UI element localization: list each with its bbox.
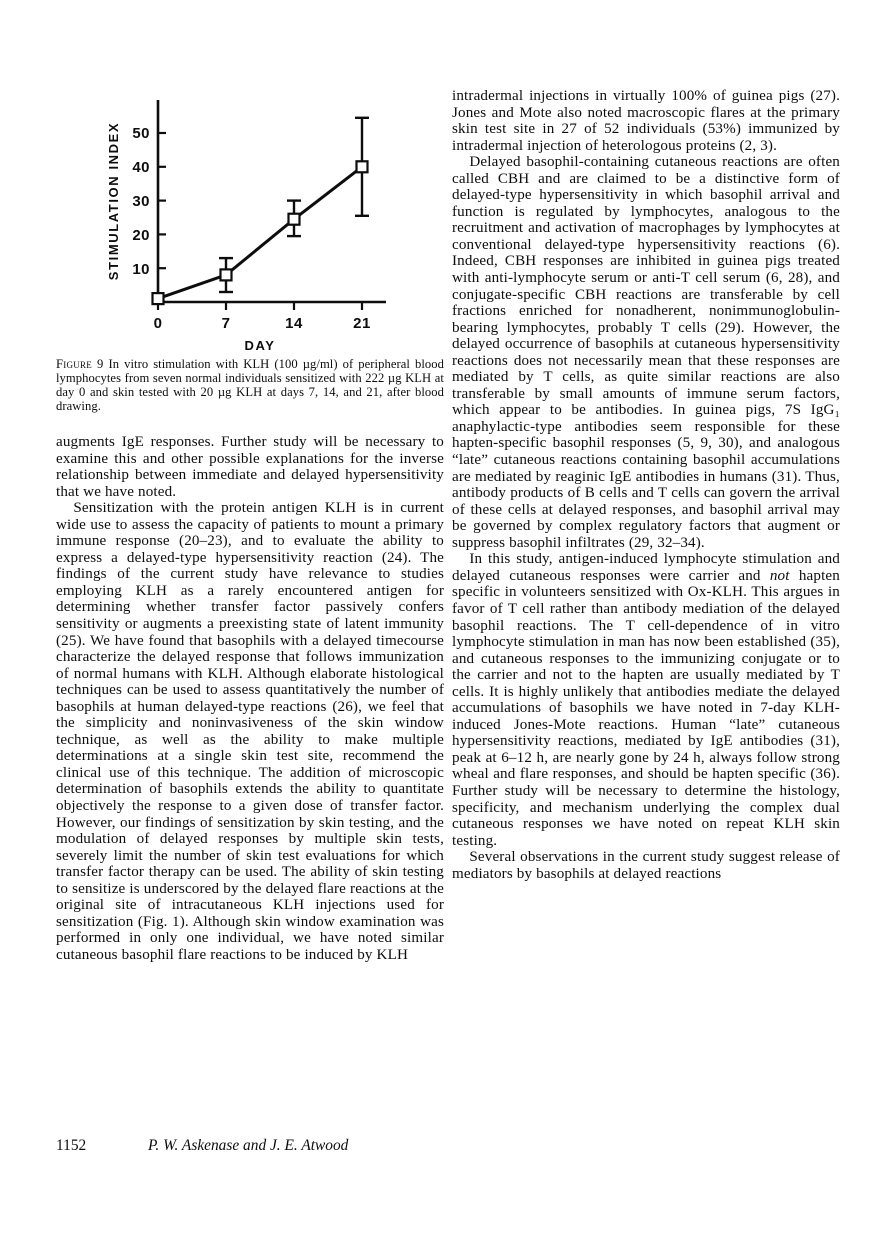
right-paragraph-2: Delayed basophil-containing cutaneous re… xyxy=(452,154,840,551)
figure-9-block: 10 20 30 40 50 0 7 14 21 DAY STIMULATION… xyxy=(56,88,444,413)
x-axis-title: DAY xyxy=(244,338,275,353)
page-number: 1152 xyxy=(56,1137,87,1154)
error-bars xyxy=(219,116,369,294)
x-tick-label-14: 14 xyxy=(285,315,303,332)
right-paragraph-3-pre: In this study, antigen-induced lymphocyt… xyxy=(452,551,840,584)
x-axis-ticks xyxy=(156,302,364,310)
right-paragraph-3: In this study, antigen-induced lymphocyt… xyxy=(452,551,840,849)
y-axis-title: STIMULATION INDEX xyxy=(106,122,121,280)
data-point-day-21 xyxy=(355,160,369,174)
running-authors: P. W. Askenase and J. E. Atwood xyxy=(148,1137,349,1154)
data-markers xyxy=(151,160,369,306)
figure-caption-text: In vitro stimulation with KLH (100 µg/ml… xyxy=(56,357,444,413)
figure-caption-number: 9 xyxy=(97,357,104,371)
x-tick-label-0: 0 xyxy=(154,315,163,332)
right-paragraph-3-emphasis: not xyxy=(769,567,790,584)
y-tick-label-40: 40 xyxy=(132,159,150,176)
y-tick-label-20: 20 xyxy=(132,227,150,244)
left-column: 10 20 30 40 50 0 7 14 21 DAY STIMULATION… xyxy=(56,88,444,964)
right-column: intradermal injections in virtually 100%… xyxy=(452,88,840,882)
x-tick-label-21: 21 xyxy=(353,315,371,332)
stimulation-index-chart: 10 20 30 40 50 0 7 14 21 DAY STIMULATION… xyxy=(56,88,444,356)
right-paragraph-3-post: hapten specific in volunteers sensitized… xyxy=(452,567,840,849)
x-tick-label-7: 7 xyxy=(222,315,231,332)
y-tick-label-30: 30 xyxy=(132,193,150,210)
data-line xyxy=(157,165,363,301)
chart-svg: 10 20 30 40 50 0 7 14 21 DAY STIMULATION… xyxy=(106,100,386,353)
y-tick-label-50: 50 xyxy=(132,125,150,142)
data-point-day-7 xyxy=(219,268,233,282)
right-paragraph-4: Several observations in the current stud… xyxy=(452,849,840,882)
right-paragraph-1: intradermal injections in virtually 100%… xyxy=(452,88,840,154)
figure-caption-label: Figure xyxy=(56,357,93,371)
page-footer: 1152 P. W. Askenase and J. E. Atwood xyxy=(56,1137,556,1155)
figure-caption: Figure 9 In vitro stimulation with KLH (… xyxy=(56,356,444,414)
left-paragraph-1: augments IgE responses. Further study wi… xyxy=(56,434,444,500)
y-axis-ticks xyxy=(158,131,166,270)
y-tick-label-10: 10 xyxy=(132,261,150,278)
left-paragraph-2: Sensitization with the protein antigen K… xyxy=(56,500,444,963)
data-point-day-14 xyxy=(287,212,301,226)
data-point-day-0 xyxy=(151,292,165,306)
